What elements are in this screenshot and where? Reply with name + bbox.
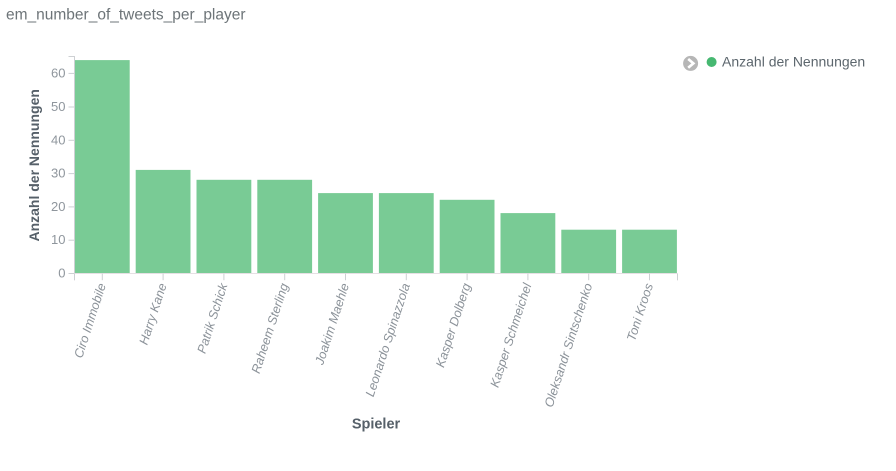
svg-text:Toni Kroos: Toni Kroos xyxy=(624,281,656,343)
svg-text:10: 10 xyxy=(51,232,65,247)
svg-text:em_number_of_tweets_per_player: em_number_of_tweets_per_player xyxy=(6,7,246,24)
svg-text:20: 20 xyxy=(51,199,65,214)
svg-text:60: 60 xyxy=(51,65,65,80)
svg-text:0: 0 xyxy=(58,266,65,281)
svg-text:Ciro Immobile: Ciro Immobile xyxy=(72,282,109,360)
svg-text:Anzahl der Nennungen: Anzahl der Nennungen xyxy=(722,54,865,70)
svg-text:Oleksandr Sintschenko: Oleksandr Sintschenko xyxy=(542,282,595,410)
svg-text:Kasper Dolberg: Kasper Dolberg xyxy=(433,282,473,370)
svg-text:Joakim Maehle: Joakim Maehle xyxy=(312,282,352,368)
svg-text:Patrik Schick: Patrik Schick xyxy=(195,281,231,355)
svg-text:Anzahl der Nennungen: Anzahl der Nennungen xyxy=(26,89,42,241)
svg-text:Raheem Sterling: Raheem Sterling xyxy=(249,282,291,376)
svg-text:40: 40 xyxy=(51,132,65,147)
svg-text:Spieler: Spieler xyxy=(352,416,401,432)
svg-text:30: 30 xyxy=(51,166,65,181)
svg-text:Harry Kane: Harry Kane xyxy=(137,282,170,347)
svg-text:Kasper Schmeichel: Kasper Schmeichel xyxy=(488,280,535,389)
svg-text:Leonardo Spinazzola: Leonardo Spinazzola xyxy=(363,282,413,399)
svg-text:50: 50 xyxy=(51,99,65,114)
